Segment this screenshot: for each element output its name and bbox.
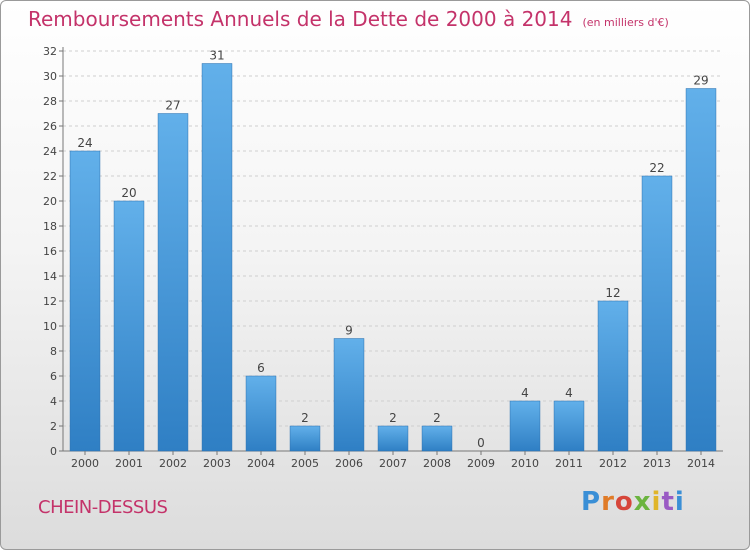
bar: [685, 88, 717, 452]
logo-letter: i: [674, 487, 685, 517]
x-tick-label: 2008: [423, 457, 451, 470]
logo-letter: i: [651, 487, 662, 517]
x-tick-label: 2009: [467, 457, 495, 470]
title-row: Remboursements Annuels de la Dette de 20…: [28, 7, 669, 31]
proxiti-logo: Proxiti: [581, 487, 685, 517]
data-label: 27: [165, 99, 180, 113]
x-tick-label: 2013: [643, 457, 671, 470]
y-tick-label: 30: [43, 70, 57, 83]
bar: [597, 300, 629, 452]
data-label: 4: [521, 386, 529, 400]
y-tick-label: 22: [43, 170, 57, 183]
y-tick-label: 18: [43, 220, 57, 233]
y-tick-label: 16: [43, 245, 57, 258]
bar: [553, 400, 585, 452]
bar: [289, 425, 321, 452]
x-tick-label: 2000: [71, 457, 99, 470]
logo-letter: x: [633, 487, 652, 517]
chart-title: Remboursements Annuels de la Dette de 20…: [28, 7, 573, 31]
bar: [69, 150, 101, 452]
bar: [509, 400, 541, 452]
x-tick-label: 2002: [159, 457, 187, 470]
data-label: 2: [301, 411, 309, 425]
data-label: 22: [649, 161, 664, 175]
bar: [333, 338, 365, 452]
data-label: 2: [389, 411, 397, 425]
y-tick-label: 14: [43, 270, 57, 283]
x-tick-label: 2004: [247, 457, 275, 470]
y-tick-label: 32: [43, 45, 57, 58]
x-tick-label: 2006: [335, 457, 363, 470]
bar: [113, 200, 145, 452]
chart-subtitle: (en milliers d'€): [582, 16, 669, 29]
y-tick-label: 10: [43, 320, 57, 333]
logo-letter: o: [614, 487, 634, 517]
data-label: 6: [257, 361, 265, 375]
bar: [641, 175, 673, 452]
logo-letter: t: [661, 487, 675, 517]
logo-letter: r: [601, 487, 615, 517]
data-label: 2: [433, 411, 441, 425]
x-tick-label: 2012: [599, 457, 627, 470]
data-label: 12: [605, 286, 620, 300]
x-tick-label: 2010: [511, 457, 539, 470]
data-label: 24: [77, 136, 92, 150]
y-tick-label: 28: [43, 95, 57, 108]
logo-letter: P: [581, 487, 602, 517]
y-tick-label: 24: [43, 145, 57, 158]
data-label: 4: [565, 386, 573, 400]
x-tick-label: 2005: [291, 457, 319, 470]
y-tick-label: 8: [50, 345, 57, 358]
y-tick-label: 12: [43, 295, 57, 308]
data-label: 20: [121, 186, 136, 200]
y-tick-label: 2: [50, 420, 57, 433]
commune-name: CHEIN-DESSUS: [38, 497, 168, 518]
y-tick-label: 26: [43, 120, 57, 133]
data-label: 9: [345, 324, 353, 338]
y-tick-label: 6: [50, 370, 57, 383]
x-tick-label: 2011: [555, 457, 583, 470]
x-tick-label: 2001: [115, 457, 143, 470]
bar: [377, 425, 409, 452]
data-label: 0: [477, 436, 485, 450]
x-tick-label: 2007: [379, 457, 407, 470]
bar: [201, 63, 233, 452]
bar: [421, 425, 453, 452]
y-tick-label: 4: [50, 395, 57, 408]
data-label: 29: [693, 74, 708, 88]
y-tick-label: 20: [43, 195, 57, 208]
x-tick-label: 2014: [687, 457, 715, 470]
y-tick-label: 0: [50, 445, 57, 458]
data-label: 31: [209, 49, 224, 63]
bar: [157, 113, 189, 452]
x-tick-label: 2003: [203, 457, 231, 470]
bar: [245, 375, 277, 452]
